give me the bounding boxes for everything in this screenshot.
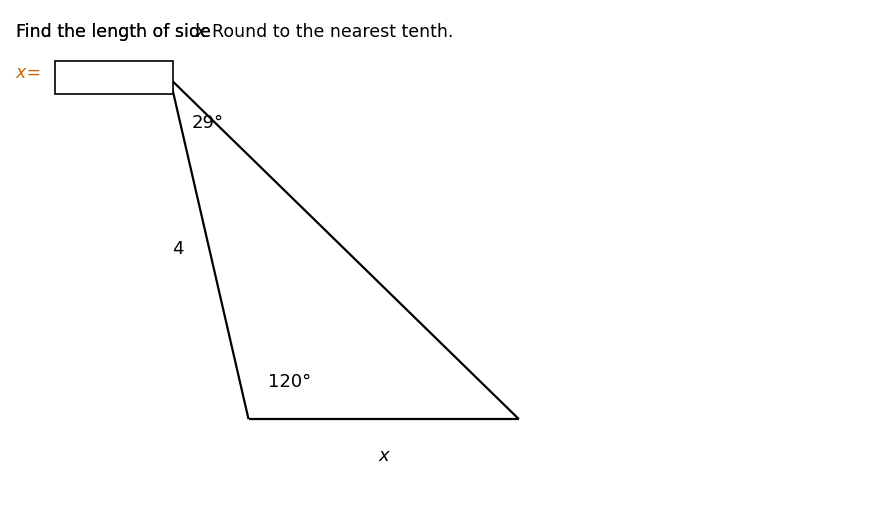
Text: =: = <box>21 64 47 81</box>
Text: . Round to the nearest tenth.: . Round to the nearest tenth. <box>201 23 453 41</box>
Text: x: x <box>195 23 206 41</box>
Text: 29°: 29° <box>192 114 224 132</box>
Text: x: x <box>16 64 26 81</box>
Text: 120°: 120° <box>268 373 311 391</box>
Text: Find the length of side: Find the length of side <box>16 23 216 41</box>
Text: Find the length of side: Find the length of side <box>16 23 216 41</box>
Text: x: x <box>378 447 389 465</box>
Text: 4: 4 <box>172 240 183 258</box>
